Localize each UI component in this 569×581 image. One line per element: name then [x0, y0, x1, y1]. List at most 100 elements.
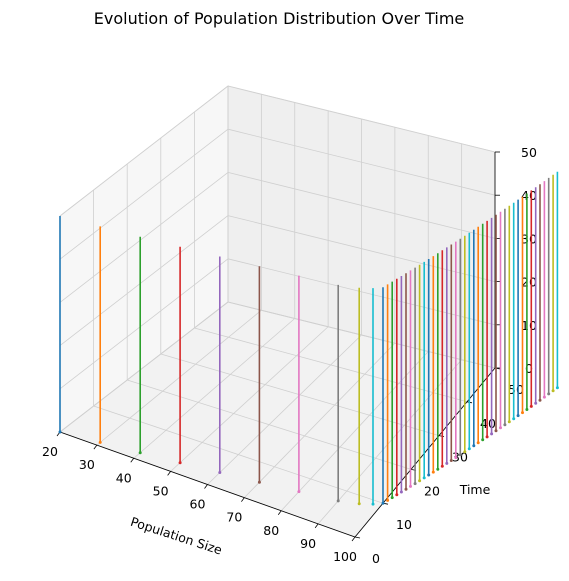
z-grid-back [227, 85, 496, 153]
series-point-15 [404, 487, 408, 491]
series-point-37 [503, 423, 507, 427]
z-tick-label: 0 [525, 361, 533, 376]
z-grid-left [59, 85, 229, 217]
series-point-38 [507, 420, 511, 424]
z-tick-label: 40 [521, 188, 537, 203]
y-tick-mark [354, 536, 361, 539]
series-point-35 [494, 429, 498, 433]
series-point-39 [512, 417, 516, 421]
series-point-8 [357, 502, 361, 506]
series-point-42 [525, 408, 529, 411]
series-point-43 [529, 404, 533, 408]
series-point-17 [413, 482, 417, 486]
series-point-10 [381, 501, 385, 505]
series-point-16 [409, 484, 412, 488]
series-point-41 [521, 411, 524, 415]
z-grid-left [59, 215, 229, 346]
series-point-44 [534, 401, 538, 405]
series-point-45 [538, 398, 542, 402]
series-point-4 [218, 471, 222, 474]
series-point-29 [467, 447, 471, 451]
series-point-36 [499, 426, 502, 430]
z-grid-left [59, 301, 229, 433]
y-tick-label: 10 [396, 517, 412, 532]
z-grid-left [59, 258, 229, 390]
chart-title: Evolution of Population Distribution Ove… [94, 9, 465, 28]
y-tick-label: 20 [424, 483, 440, 498]
x-tick-label: 80 [263, 523, 279, 538]
series-point-2 [138, 451, 142, 455]
x-grid-floor [96, 309, 262, 446]
x-tick-mark [130, 458, 135, 463]
x-tick-mark [314, 523, 319, 529]
data-series [58, 171, 559, 506]
z-grid-left [59, 128, 229, 260]
series-point-28 [463, 450, 467, 454]
y-tick-label: 0 [372, 551, 380, 566]
z-grid-back [227, 172, 496, 239]
z-tick-label: 10 [521, 318, 537, 333]
x-tick-label: 20 [42, 444, 58, 459]
series-point-24 [445, 461, 449, 465]
series-point-33 [485, 435, 489, 439]
z-tick-label: 30 [521, 231, 537, 246]
x-grid-floor [280, 351, 429, 512]
series-point-1 [98, 440, 102, 444]
series-point-3 [178, 461, 182, 465]
x-tick-label: 90 [300, 536, 316, 551]
series-point-31 [476, 441, 480, 445]
x-tick-label: 60 [190, 497, 206, 512]
series-point-13 [395, 493, 399, 497]
x-tick-label: 100 [333, 549, 357, 564]
z-tick-label: 50 [521, 145, 537, 160]
series-point-9 [371, 502, 375, 506]
series-point-26 [454, 456, 458, 460]
x-axis-label: Population Size [129, 514, 225, 558]
x-tick-mark [241, 497, 245, 502]
series-point-40 [516, 414, 520, 418]
series-point-32 [481, 438, 485, 442]
series-point-7 [336, 499, 340, 503]
series-point-0 [58, 430, 62, 434]
series-point-34 [490, 432, 494, 436]
x-grid-floor [170, 326, 329, 472]
x-tick-mark [93, 444, 98, 450]
series-point-6 [297, 490, 301, 494]
x-tick-label: 40 [116, 470, 132, 485]
series-point-22 [436, 467, 440, 471]
series-point-12 [390, 496, 394, 500]
series-point-18 [418, 479, 422, 483]
x-tick-label: 70 [226, 510, 242, 525]
y-grid-floor [93, 405, 384, 504]
y-tick-label: 50 [508, 382, 524, 397]
y-axis-label: Time [459, 482, 491, 497]
x-grid-floor [207, 334, 362, 485]
series-point-21 [431, 470, 435, 474]
x-grid-floor [244, 342, 396, 498]
series-point-27 [458, 453, 462, 457]
x-tick-label: 50 [153, 483, 169, 498]
z-grid-left [59, 172, 229, 303]
y-grid-floor [127, 379, 412, 470]
z-tick-label: 20 [521, 275, 537, 290]
x-grid-floor [133, 318, 296, 459]
x-tick-mark [277, 510, 282, 515]
series-point-20 [427, 473, 431, 477]
x-tick-mark [351, 536, 356, 542]
series-point-30 [472, 444, 476, 448]
x-tick-mark [167, 471, 171, 476]
series-point-5 [257, 480, 261, 484]
series-point-47 [547, 392, 551, 396]
series-point-48 [551, 389, 555, 393]
x-tick-mark [204, 484, 208, 489]
series-point-19 [422, 476, 426, 480]
x-tick-label: 30 [79, 457, 95, 472]
series-point-46 [542, 395, 546, 399]
series-point-25 [449, 459, 453, 462]
series-point-14 [399, 490, 403, 494]
y-grid-floor [194, 327, 468, 403]
series-point-23 [440, 464, 444, 468]
series-point-11 [386, 498, 390, 502]
z-grid-back [227, 128, 496, 196]
